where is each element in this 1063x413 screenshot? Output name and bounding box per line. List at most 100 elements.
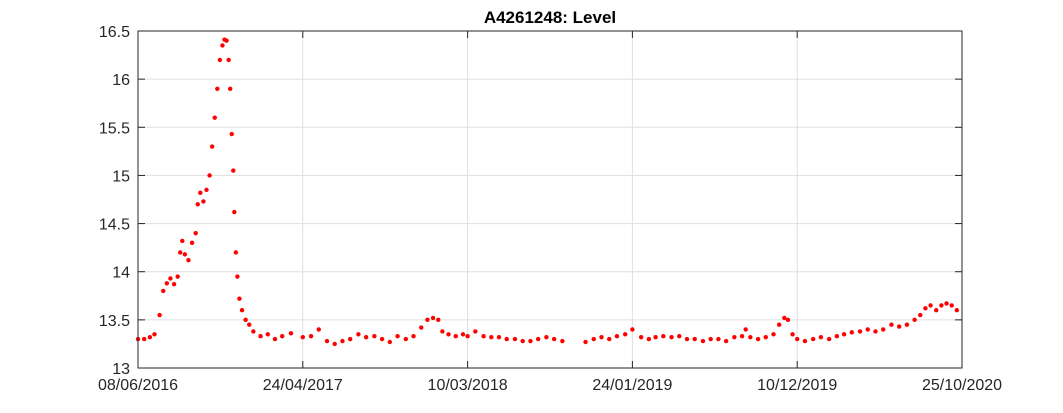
data-point [716,336,721,342]
y-tick-label: 16 [112,72,130,89]
data-point [785,317,791,323]
data-point [669,334,674,340]
data-point [419,325,424,330]
data-point [157,312,162,318]
data-point [460,332,466,337]
data-point [473,329,478,334]
data-point [465,334,470,339]
data-point [489,334,494,340]
data-point [141,336,147,342]
data-point [607,336,612,342]
data-point [896,324,902,329]
data-point [944,301,949,306]
data-point [873,329,878,334]
data-point [316,327,321,332]
data-point [440,329,445,334]
data-point [743,327,748,332]
data-point [224,38,229,43]
data-point [653,334,658,340]
data-point [865,327,870,332]
data-point [771,332,776,337]
data-point [233,250,239,255]
data-point [551,336,557,342]
data-point [347,336,353,342]
data-point [782,315,787,321]
y-tick-label: 15.5 [99,120,130,137]
data-point [161,288,166,294]
data-point [207,173,212,178]
x-tick-label: 24/01/2019 [592,377,672,394]
data-point [949,303,954,308]
data-point [849,330,854,335]
data-point [332,341,337,347]
data-point [954,308,960,313]
tick-marks [137,30,963,369]
data-point [195,202,200,207]
data-point [175,274,180,279]
chart-title: A4261248: Level [484,8,616,27]
data-point [802,338,808,344]
data-point [504,336,509,342]
y-tick-label: 14 [112,265,130,282]
data-point [204,187,209,193]
data-point [178,250,183,255]
data-point [763,334,768,340]
data-point [790,332,795,337]
data-point [403,336,408,342]
data-point [748,334,753,340]
data-point [152,332,157,337]
data-point [227,86,233,91]
data-point [229,131,234,137]
data-point [243,317,248,323]
data-point [198,190,203,195]
data-point [164,281,170,286]
data-point [857,329,863,334]
data-point [776,322,782,327]
data-point [818,334,824,340]
data-point [622,332,628,337]
data-point [520,338,525,344]
data-point [340,338,345,344]
data-point [265,332,270,337]
data-point [425,317,430,323]
data-point [512,336,518,342]
data-point [889,322,894,327]
x-tick-label: 24/04/2017 [263,377,343,394]
data-point [723,338,729,344]
y-tick-label: 13 [112,361,130,378]
data-point [446,332,451,337]
data-point [599,334,604,340]
data-point [395,334,400,339]
data-point [810,336,816,342]
y-tick-label: 14.5 [99,217,130,234]
data-point [638,334,644,340]
y-tick-labels: 13 13.5 14 14.5 15 15.5 16 16.5 [99,24,130,378]
data-point [251,329,256,334]
data-point [535,336,541,342]
data-point [232,209,237,215]
data-point [841,332,847,337]
data-point [939,303,944,308]
data-point [272,336,278,342]
data-point [834,334,840,339]
data-point [544,334,549,340]
x-tick-label: 08/06/2016 [98,377,178,394]
data-point [379,336,385,342]
x-tick-label: 10/12/2019 [757,377,837,394]
data-point [171,282,177,287]
data-point [732,334,737,340]
grid-lines [138,31,962,368]
data-point [239,308,245,313]
x-tick-labels: 08/06/2016 24/04/2017 10/03/2018 24/01/2019… [98,377,1002,394]
data-point [237,296,242,301]
data-point [912,317,917,323]
data-point [661,334,666,339]
data-point [560,338,565,344]
data-point [308,334,314,339]
data-point [481,334,486,339]
data-point [684,336,690,342]
data-point [411,334,416,339]
data-point [528,338,533,344]
data-point [189,240,195,246]
data-point [630,327,635,332]
